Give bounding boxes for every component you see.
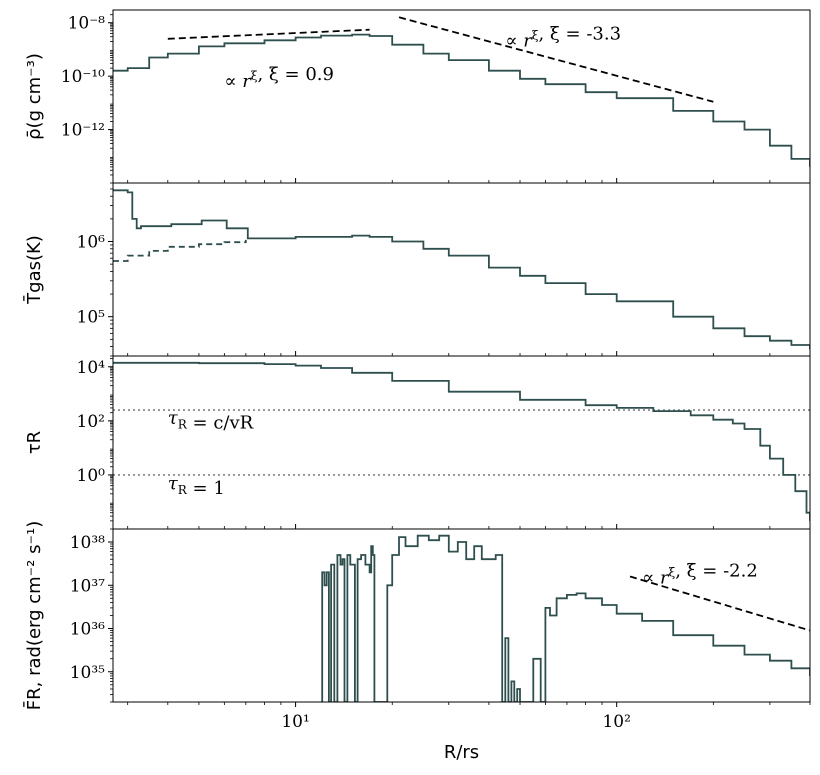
y-tick-label: 10⁶: [77, 233, 106, 253]
series-line-density: [113, 33, 810, 167]
y-tick-label: 10⁰: [77, 466, 106, 486]
annotation: ∝ rξ, ξ = -3.3: [505, 23, 621, 51]
series-line-flux: [321, 534, 810, 702]
y-axis-label: F̄R, rad(erg cm⁻² s⁻¹): [23, 521, 45, 710]
y-axis-label: τR: [24, 431, 45, 454]
power-law-guide: [629, 575, 811, 632]
panel-frame: [112, 355, 811, 530]
series-group: [321, 534, 810, 702]
y-tick-label: 10³⁷: [70, 576, 105, 596]
y-tick-label: 10⁴: [77, 358, 106, 378]
x-tick-label: 10²: [602, 712, 630, 732]
series-group: [113, 189, 810, 350]
y-tick-label: 10⁻¹²: [61, 121, 105, 141]
y-tick-label: 10³⁸: [70, 533, 105, 553]
y-tick-label: 10⁻⁸: [68, 14, 106, 34]
flux-panel: 10³⁸ 10³⁷ 10³⁶ 10³⁵ ∝ rξ, ξ = -2.2 10¹ 10² F̄R,…: [23, 521, 811, 732]
series-group: [113, 361, 810, 521]
panel-frame: [112, 528, 811, 703]
power-law-guide: [167, 28, 370, 40]
series-group: [113, 33, 810, 167]
y-axis-label: T̄gas(K): [23, 235, 45, 305]
y-axis-label: ρ̄(g cm⁻³): [24, 53, 45, 140]
series-line-comparison: [113, 239, 247, 262]
annotation: ∝ rξ, ξ = 0.9: [224, 64, 334, 92]
optical-depth-panel: 10⁴ 10² 10⁰ τR = c/vR τR = 1 τR: [24, 355, 811, 530]
x-tick-label: 10¹: [281, 712, 309, 732]
series-line-gas-temperature: [113, 189, 810, 350]
temperature-panel: 10⁶ 10⁵ T̄gas(K): [23, 182, 811, 357]
series-line-tau: [113, 361, 810, 521]
y-tick-label: 10³⁶: [70, 620, 105, 640]
annotation: τR = 1: [168, 473, 225, 499]
y-tick-label: 10⁵: [77, 308, 106, 328]
annotation: τR = c/vR: [168, 407, 254, 433]
y-tick-label: 10³⁵: [70, 663, 105, 683]
y-tick-label: 10²: [77, 412, 105, 432]
density-panel: 10⁻⁸ 10⁻¹⁰ 10⁻¹² ∝ rξ, ξ = 0.9 ∝ rξ, ξ = -3.…: [24, 9, 811, 184]
y-tick-label: 10⁻¹⁰: [61, 67, 105, 87]
panel-frame: [112, 182, 811, 357]
annotation: ∝ rξ, ξ = -2.2: [642, 560, 758, 588]
x-axis-label: R/rs: [444, 742, 479, 763]
